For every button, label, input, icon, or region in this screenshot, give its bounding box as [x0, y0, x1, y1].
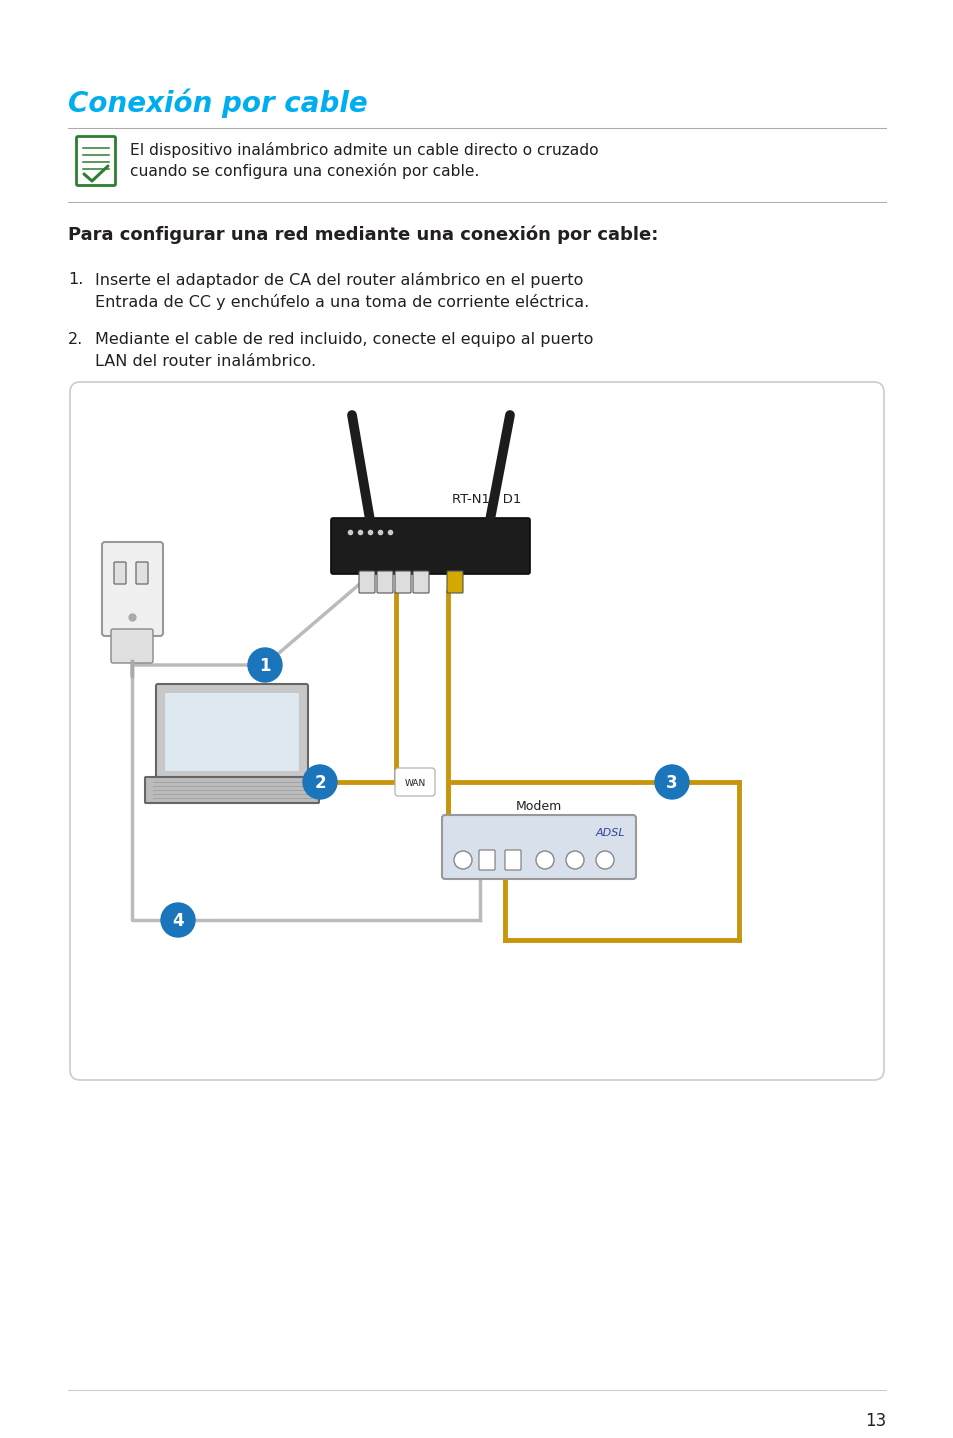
Text: Conexión por cable: Conexión por cable — [68, 88, 367, 118]
Circle shape — [565, 851, 583, 869]
Circle shape — [303, 765, 336, 800]
FancyBboxPatch shape — [331, 518, 530, 574]
Circle shape — [536, 851, 554, 869]
Text: Mediante el cable de red incluido, conecte el equipo al puerto: Mediante el cable de red incluido, conec… — [95, 332, 593, 347]
Text: 1.: 1. — [68, 272, 83, 288]
Text: WAN: WAN — [404, 778, 425, 788]
Text: Modem: Modem — [516, 800, 561, 812]
Text: 4: 4 — [172, 912, 184, 930]
Text: Para configurar una red mediante una conexión por cable:: Para configurar una red mediante una con… — [68, 226, 658, 244]
FancyBboxPatch shape — [145, 777, 318, 802]
Text: RT-N12 D1: RT-N12 D1 — [452, 493, 521, 506]
FancyBboxPatch shape — [395, 768, 435, 797]
FancyBboxPatch shape — [447, 571, 462, 592]
Text: Inserte el adaptador de CA del router alámbrico en el puerto: Inserte el adaptador de CA del router al… — [95, 272, 583, 288]
Text: 2.: 2. — [68, 332, 83, 347]
Text: 13: 13 — [863, 1412, 885, 1429]
FancyBboxPatch shape — [376, 571, 393, 592]
Text: El dispositivo inalámbrico admite un cable directo o cruzado: El dispositivo inalámbrico admite un cab… — [130, 142, 598, 158]
FancyBboxPatch shape — [156, 684, 308, 779]
Circle shape — [655, 765, 688, 800]
Text: cuando se configura una conexión por cable.: cuando se configura una conexión por cab… — [130, 162, 478, 178]
FancyBboxPatch shape — [478, 850, 495, 870]
Circle shape — [161, 903, 194, 938]
Text: LAN del router inalámbrico.: LAN del router inalámbrico. — [95, 354, 315, 370]
FancyBboxPatch shape — [395, 571, 411, 592]
FancyBboxPatch shape — [504, 850, 520, 870]
Text: Entrada de CC y enchúfelo a una toma de corriente eléctrica.: Entrada de CC y enchúfelo a una toma de … — [95, 293, 589, 311]
FancyBboxPatch shape — [102, 542, 163, 636]
FancyBboxPatch shape — [136, 562, 148, 584]
FancyBboxPatch shape — [111, 628, 152, 663]
FancyBboxPatch shape — [70, 383, 883, 1080]
FancyBboxPatch shape — [165, 693, 298, 771]
FancyBboxPatch shape — [358, 571, 375, 592]
Circle shape — [248, 649, 282, 682]
Text: 3: 3 — [665, 774, 677, 792]
Text: 1: 1 — [259, 657, 271, 674]
FancyBboxPatch shape — [413, 571, 429, 592]
Circle shape — [596, 851, 614, 869]
Circle shape — [454, 851, 472, 869]
FancyBboxPatch shape — [76, 137, 115, 186]
FancyBboxPatch shape — [113, 562, 126, 584]
FancyBboxPatch shape — [441, 815, 636, 879]
Text: 2: 2 — [314, 774, 326, 792]
Text: ADSL: ADSL — [595, 828, 624, 838]
